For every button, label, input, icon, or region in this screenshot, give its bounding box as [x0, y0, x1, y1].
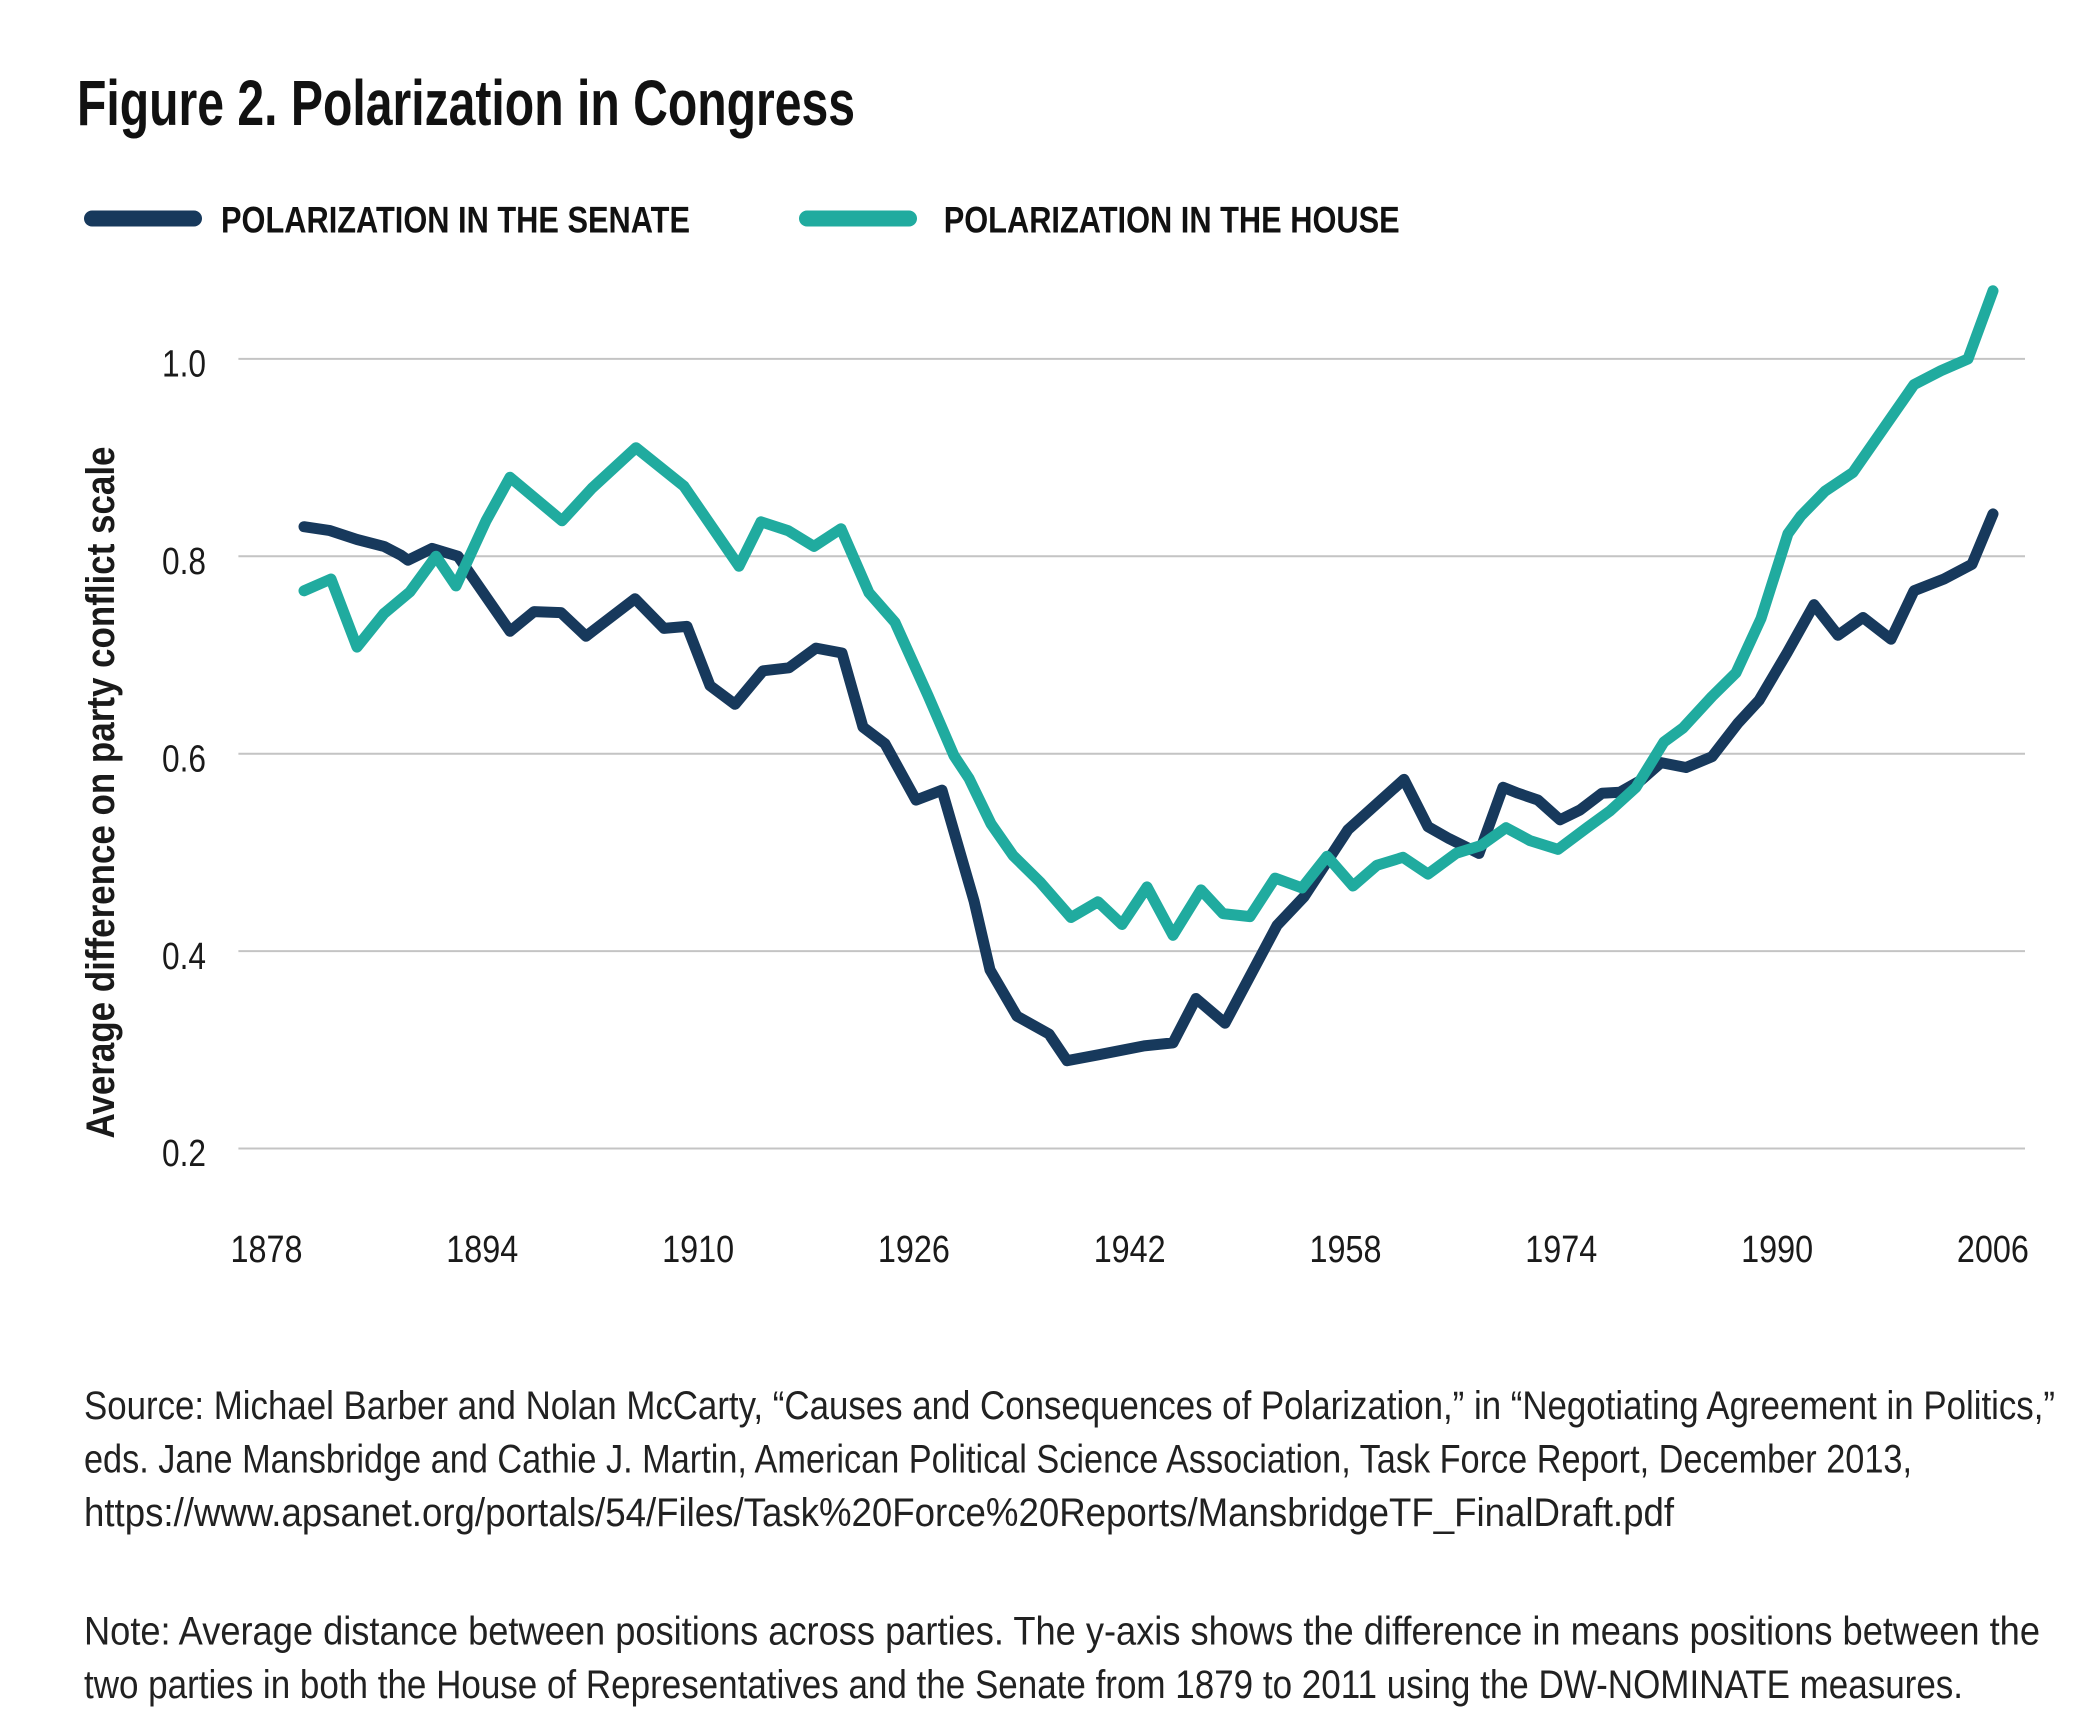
- svg-text:Source: Michael Barber and Nol: Source: Michael Barber and Nolan McCarty…: [84, 1384, 2055, 1428]
- svg-text:POLARIZATION IN THE SENATE: POLARIZATION IN THE SENATE: [221, 200, 690, 241]
- svg-text:Note: Average distance between: Note: Average distance between positions…: [84, 1610, 2040, 1654]
- svg-text:Figure 2. Polarization in Cong: Figure 2. Polarization in Congress: [77, 67, 855, 139]
- svg-text:POLARIZATION IN THE HOUSE: POLARIZATION IN THE HOUSE: [944, 200, 1400, 241]
- svg-text:1894: 1894: [446, 1229, 518, 1271]
- svg-text:0.2: 0.2: [162, 1133, 206, 1175]
- svg-text:1958: 1958: [1310, 1229, 1382, 1271]
- svg-text:0.8: 0.8: [162, 541, 206, 583]
- svg-text:1974: 1974: [1525, 1229, 1597, 1271]
- svg-text:1878: 1878: [231, 1229, 303, 1271]
- svg-text:2006: 2006: [1957, 1229, 2029, 1271]
- svg-text:1.0: 1.0: [162, 344, 206, 386]
- svg-text:two parties in both the House: two parties in both the House of Represe…: [84, 1663, 1963, 1707]
- svg-text:Average difference on party co: Average difference on party conflict sca…: [79, 447, 123, 1139]
- svg-text:1910: 1910: [662, 1229, 734, 1271]
- svg-text:eds. Jane Mansbridge and Cathi: eds. Jane Mansbridge and Cathie J. Marti…: [84, 1438, 1912, 1482]
- svg-text:https://www.apsanet.org/portal: https://www.apsanet.org/portals/54/Files…: [84, 1491, 1675, 1535]
- svg-text:1990: 1990: [1741, 1229, 1813, 1271]
- svg-text:0.6: 0.6: [162, 738, 206, 780]
- svg-text:1926: 1926: [878, 1229, 950, 1271]
- svg-text:0.4: 0.4: [162, 936, 206, 978]
- svg-text:1942: 1942: [1094, 1229, 1166, 1271]
